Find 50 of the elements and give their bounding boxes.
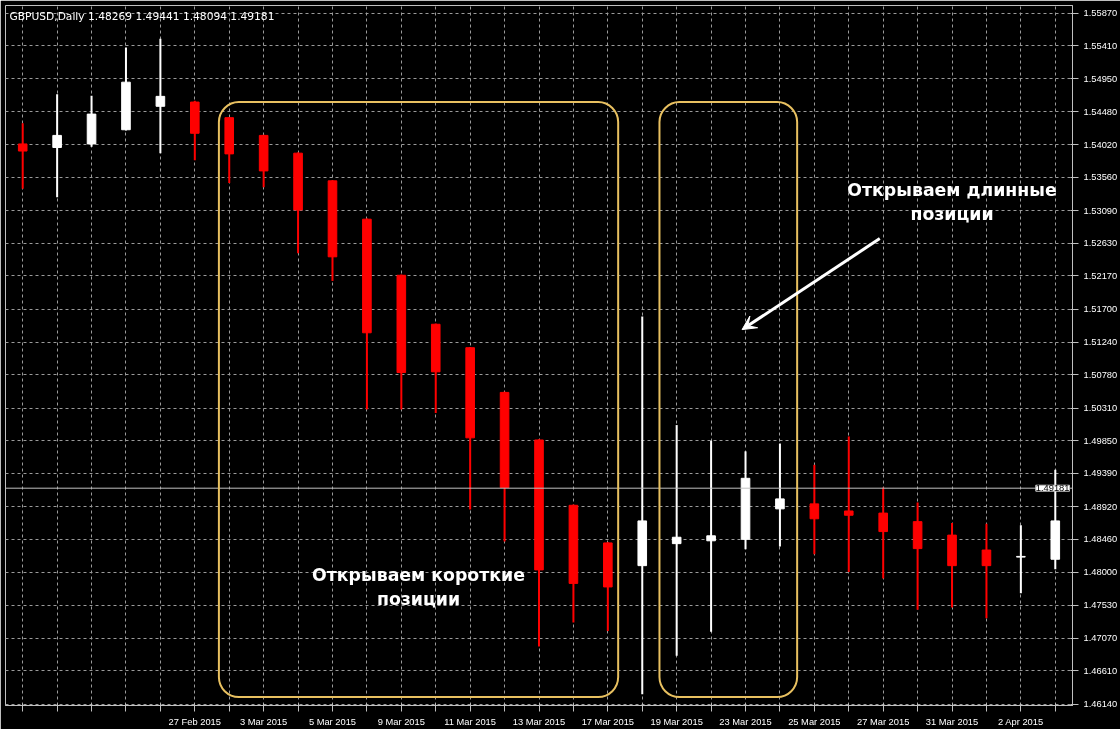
candlestick (17, 122, 28, 190)
candlestick (878, 486, 888, 580)
y-tick-label: 1.46610 (1083, 665, 1118, 676)
x-tick-label: 27 Mar 2015 (857, 716, 910, 727)
y-tick-label: 1.54480 (1083, 106, 1118, 117)
candlestick (1016, 524, 1026, 595)
candlestick (809, 463, 820, 556)
text: GBPUSD,Daily 1.48269 1.49441 1.48094 1.49181 (9, 9, 275, 23)
x-tick-label: 5 Mar 2015 (308, 716, 357, 727)
y-tick-label: 1.54020 (1083, 139, 1118, 150)
annotation: Открываем длинные позиции (847, 179, 1057, 224)
y-tick-label: 1.46140 (1083, 699, 1118, 710)
candlestick (706, 439, 716, 633)
ref-line-label: 1.49181 (1035, 483, 1070, 494)
y-tick-label: 1.50780 (1083, 369, 1118, 380)
x-tick-label: 25 Mar 2015 (788, 716, 841, 727)
x-tick-label: 17 Mar 2015 (581, 716, 635, 727)
candlestick (843, 435, 854, 574)
x-tick-label: 11 Mar 2015 (444, 716, 497, 727)
x-tick-label: 3 Mar 2015 (240, 716, 288, 727)
candlestick (52, 93, 62, 199)
y-tick-label: 1.49850 (1083, 435, 1118, 446)
x-tick-label: 27 Feb 2015 (168, 716, 221, 727)
y-tick-label: 1.50310 (1083, 403, 1118, 414)
y-tick-label: 1.54950 (1083, 73, 1118, 84)
candlestick (775, 442, 785, 548)
y-tick-label: 1.47070 (1083, 633, 1118, 644)
x-tick-label: 2 Apr 2015 (998, 716, 1044, 727)
y-tick-label: 1.47530 (1083, 600, 1118, 611)
annotation: Открываем короткие позиции (312, 564, 525, 609)
y-tick-label: 1.48920 (1083, 501, 1118, 512)
y-tick-label: 1.51240 (1083, 337, 1118, 348)
y-tick-label: 1.52630 (1083, 238, 1118, 249)
y-tick-label: 1.55870 (1083, 8, 1118, 19)
candlestick (155, 37, 166, 155)
x-tick-label: 13 Mar 2015 (512, 716, 566, 727)
x-tick-label: 9 Mar 2015 (377, 716, 425, 727)
y-tick-label: 1.51700 (1083, 304, 1118, 315)
y-tick-label: 1.52170 (1083, 270, 1118, 281)
y-tick-label: 1.55410 (1083, 40, 1118, 51)
y-tick-label: 1.48460 (1083, 534, 1118, 545)
y-tick-label: 1.48000 (1083, 567, 1118, 578)
y-tick-label: 1.49390 (1083, 468, 1118, 479)
x-tick-label: 19 Mar 2015 (650, 716, 703, 727)
candlestick (981, 522, 992, 620)
candlestick (671, 424, 682, 657)
x-tick-label: 23 Mar 2015 (719, 716, 772, 727)
y-tick-label: 1.53090 (1083, 205, 1118, 216)
x-tick-label: 31 Mar 2015 (925, 716, 979, 727)
y-tick-label: 1.53560 (1083, 172, 1118, 183)
